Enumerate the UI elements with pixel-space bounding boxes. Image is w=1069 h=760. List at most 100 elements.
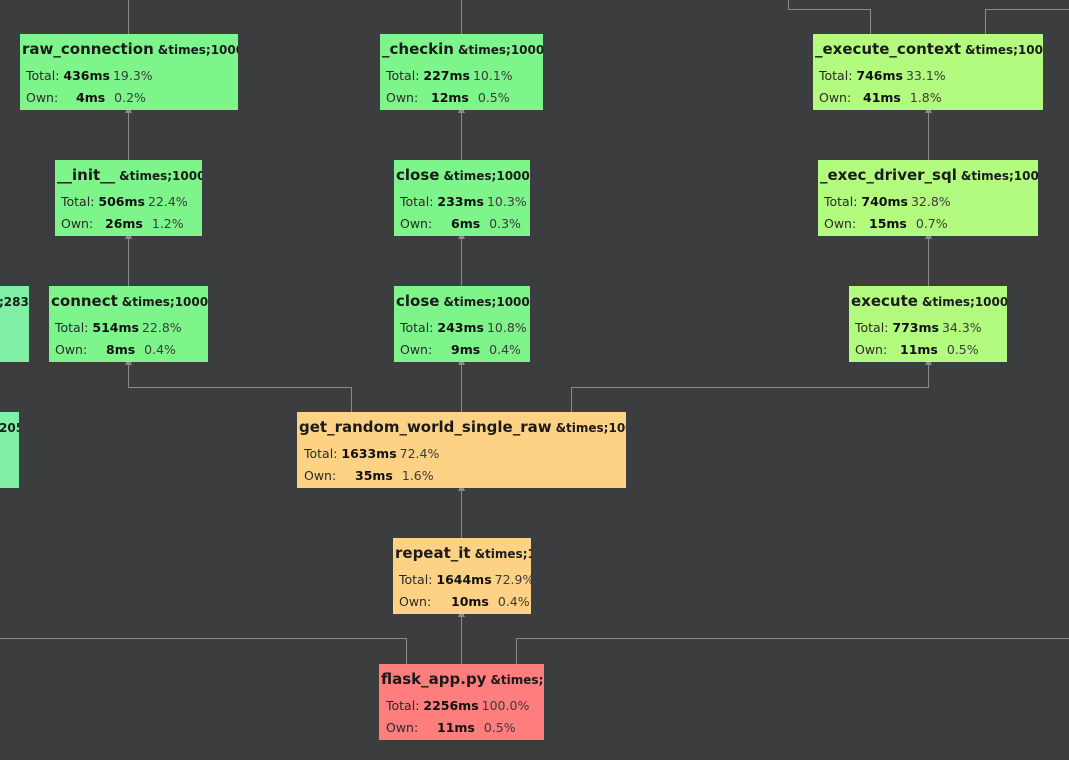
function-name: _checkin (382, 40, 454, 58)
edge-offscreen-execute-context-b (985, 9, 1069, 34)
own-label: Own: (55, 342, 88, 357)
own-percent: 0.5% (946, 342, 979, 357)
call-count: &times;10003 (121, 295, 208, 309)
own-label: Own: (399, 594, 432, 609)
total-label: Total: (61, 194, 95, 209)
total-time: 740ms (861, 194, 908, 209)
total-percent: 10.1% (472, 68, 513, 83)
function-name: close (396, 292, 440, 310)
call-count: &times;1 (490, 673, 544, 687)
node-partial-left-lower[interactable]: 205 (0, 412, 19, 488)
own-percent: 0.2% (114, 90, 146, 105)
total-percent: 100.0% (481, 698, 530, 713)
own-time: 10ms (451, 594, 489, 609)
total-time: 2256ms (423, 698, 479, 713)
total-label: Total: (855, 320, 889, 335)
own-label: Own: (386, 90, 419, 105)
own-label: Own: (400, 216, 433, 231)
own-time: 15ms (869, 216, 907, 231)
call-count: &times;10000 (555, 421, 626, 435)
function-name: _exec_driver_sql (820, 166, 957, 184)
own-time: 41ms (863, 90, 901, 105)
node-raw-connection[interactable]: raw_connection&times;10003 Total: 436ms1… (20, 34, 238, 110)
own-percent: 0.7% (915, 216, 948, 231)
total-percent: 72.4% (399, 446, 440, 461)
own-label: Own: (855, 342, 888, 357)
function-name: connect (51, 292, 118, 310)
own-percent: 0.4% (144, 342, 176, 357)
total-label: Total: (386, 68, 420, 83)
own-percent: 0.4% (497, 594, 530, 609)
total-label: Total: (400, 320, 434, 335)
edge-get-random-to-execute (571, 357, 932, 412)
own-percent: 1.2% (151, 216, 184, 231)
edge-get-random-to-connect (125, 357, 352, 412)
call-count: &times;10002 (921, 295, 1007, 309)
edge-flask-app-offscreen-left (0, 638, 407, 664)
node-close-upper[interactable]: close &times;10003 Total: 233ms 10.3% Own:… (394, 160, 530, 236)
total-label: Total: (819, 68, 853, 83)
node-get-random-world-single-raw[interactable]: get_random_world_single_raw&times;10000 … (297, 412, 626, 488)
own-time: 8ms (106, 342, 136, 357)
own-label: Own: (26, 90, 59, 105)
node-exec-driver-sql[interactable]: _exec_driver_sql&times;10003 Total: 740m… (818, 160, 1038, 236)
own-time: 11ms (900, 342, 938, 357)
total-label: Total: (26, 68, 60, 83)
total-time: 233ms (437, 194, 484, 209)
function-name: execute (851, 292, 918, 310)
own-label: Own: (824, 216, 857, 231)
function-name: flask_app.py (381, 670, 487, 688)
own-label: Own: (819, 90, 852, 105)
own-label: Own: (386, 720, 419, 735)
node-close-lower[interactable]: close &times;10003 Total: 243ms 10.8% Own:… (394, 286, 530, 362)
total-percent: 32.8% (910, 194, 951, 209)
node-partial-left-upper[interactable]: ;283 (0, 286, 29, 362)
own-time: 26ms (105, 216, 143, 231)
function-name: close (396, 166, 440, 184)
total-time: 506ms (98, 194, 145, 209)
total-label: Total: (386, 698, 420, 713)
edge-offscreen-execute-context-a (788, 0, 871, 34)
node-connect[interactable]: connect &times;10003 Total: 514ms 22.8% Ow… (49, 286, 208, 362)
function-name: _execute_context (815, 40, 962, 58)
call-count: &times;10004 (119, 169, 202, 183)
total-time: 746ms (856, 68, 903, 83)
total-time: 514ms (92, 320, 139, 335)
total-percent: 10.8% (486, 320, 527, 335)
own-time: 35ms (355, 468, 393, 483)
node-repeat-it[interactable]: repeat_it &times;1 Total: 1644ms 72.9% Own… (393, 538, 531, 614)
function-name: raw_connection (22, 40, 154, 58)
call-count: 205 (0, 421, 19, 435)
own-time: 11ms (437, 720, 475, 735)
call-count: &times;10006 (965, 43, 1043, 57)
total-percent: 72.9% (494, 572, 531, 587)
own-percent: 0.5% (483, 720, 516, 735)
own-percent: 0.5% (477, 90, 510, 105)
total-label: Total: (55, 320, 89, 335)
edge-flask-app-offscreen-right (516, 638, 1069, 664)
function-name: get_random_world_single_raw (299, 418, 552, 436)
own-percent: 1.8% (909, 90, 942, 105)
own-label: Own: (61, 216, 94, 231)
total-time: 773ms (892, 320, 939, 335)
own-time: 12ms (431, 90, 469, 105)
total-percent: 22.8% (141, 320, 182, 335)
total-percent: 34.3% (941, 320, 982, 335)
own-percent: 0.4% (489, 342, 521, 357)
own-time: 6ms (451, 216, 481, 231)
total-label: Total: (400, 194, 434, 209)
own-percent: 0.3% (489, 216, 521, 231)
total-label: Total: (399, 572, 433, 587)
total-label: Total: (824, 194, 858, 209)
own-time: 9ms (451, 342, 481, 357)
node-execute-context[interactable]: _execute_context&times;10006 Total: 746m… (813, 34, 1043, 110)
own-label: Own: (304, 468, 337, 483)
node-flask-app[interactable]: flask_app.py&times;1 Total: 2256ms100.0%… (379, 664, 544, 740)
total-time: 243ms (437, 320, 484, 335)
total-time: 436ms (63, 68, 110, 83)
total-percent: 10.3% (486, 194, 527, 209)
